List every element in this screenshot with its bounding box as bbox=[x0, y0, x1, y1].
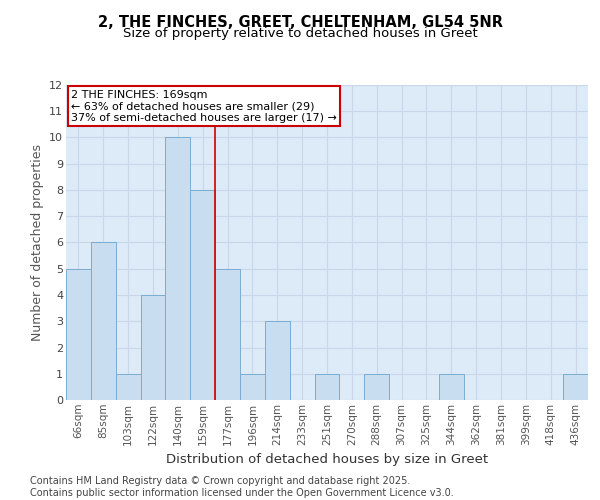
Y-axis label: Number of detached properties: Number of detached properties bbox=[31, 144, 44, 341]
Bar bbox=[563, 374, 588, 400]
Bar bbox=[190, 190, 215, 400]
Bar bbox=[314, 374, 340, 400]
Bar bbox=[439, 374, 464, 400]
Bar bbox=[116, 374, 140, 400]
Bar bbox=[140, 295, 166, 400]
Text: Size of property relative to detached houses in Greet: Size of property relative to detached ho… bbox=[122, 28, 478, 40]
Bar bbox=[265, 322, 290, 400]
Text: Contains HM Land Registry data © Crown copyright and database right 2025.
Contai: Contains HM Land Registry data © Crown c… bbox=[30, 476, 454, 498]
Text: 2 THE FINCHES: 169sqm
← 63% of detached houses are smaller (29)
37% of semi-deta: 2 THE FINCHES: 169sqm ← 63% of detached … bbox=[71, 90, 337, 123]
Bar bbox=[91, 242, 116, 400]
X-axis label: Distribution of detached houses by size in Greet: Distribution of detached houses by size … bbox=[166, 453, 488, 466]
Bar bbox=[66, 268, 91, 400]
Bar bbox=[166, 138, 190, 400]
Bar bbox=[364, 374, 389, 400]
Bar bbox=[215, 268, 240, 400]
Bar bbox=[240, 374, 265, 400]
Text: 2, THE FINCHES, GREET, CHELTENHAM, GL54 5NR: 2, THE FINCHES, GREET, CHELTENHAM, GL54 … bbox=[97, 15, 503, 30]
